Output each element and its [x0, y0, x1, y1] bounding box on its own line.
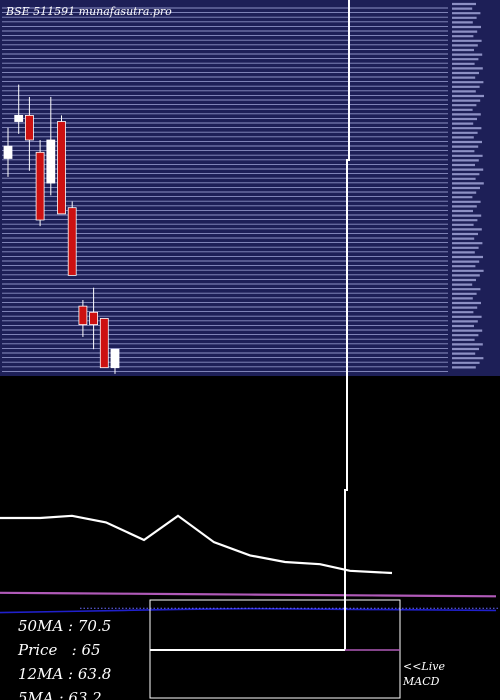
candle-body [14, 114, 24, 122]
candle-body [35, 151, 45, 221]
price-label: Price : 65 [18, 641, 101, 659]
cursor-line [344, 0, 350, 650]
candle-body [78, 305, 88, 326]
macd-label: MACD [403, 675, 440, 688]
candle-body [3, 145, 13, 159]
indicator-line [0, 514, 393, 575]
chart-title: BSE 511591 munafasutra.pro [6, 5, 172, 18]
candle-body [89, 311, 98, 326]
candle-body [57, 121, 66, 215]
candle-body [24, 114, 34, 141]
stats-panel: 50MA : 70.5 Price : 65 12MA : 63.8 5MA :… [18, 614, 111, 700]
ma50-label: 50MA : 70.5 [18, 617, 112, 635]
ma5-label: 5MA : 63.2 [18, 689, 102, 700]
live-label[interactable]: <<Live [403, 660, 445, 673]
price-panel-bg [0, 0, 500, 376]
candle-body [67, 207, 77, 276]
signal-line [0, 607, 497, 614]
candle-body [110, 348, 120, 369]
ma-line [0, 591, 497, 598]
candle-body [46, 139, 56, 184]
ma12-label: 12MA : 63.8 [18, 665, 112, 683]
candle-body [99, 318, 109, 369]
live-link[interactable]: <<Live MACD [403, 659, 445, 689]
